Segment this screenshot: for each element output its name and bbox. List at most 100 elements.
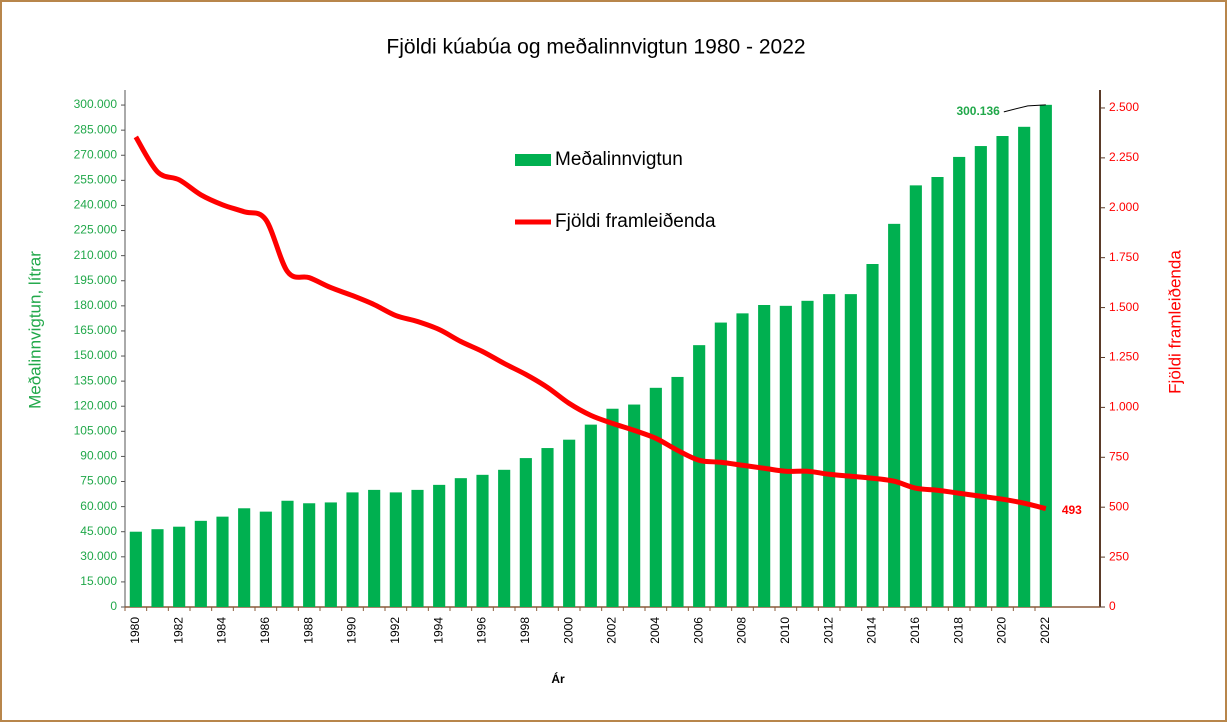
bar	[953, 156, 966, 607]
bar	[129, 531, 142, 607]
bar	[259, 511, 272, 607]
bar	[216, 516, 229, 607]
y-tick-label: 60.000	[80, 499, 117, 513]
y-tick-label: 15.000	[80, 574, 117, 588]
y-tick-label: 165.000	[74, 323, 118, 337]
y-tick-label: 75.000	[80, 474, 117, 488]
y-tick-label: 255.000	[74, 173, 118, 187]
bar	[433, 484, 446, 607]
bar	[779, 305, 792, 607]
y-tick-label: 285.000	[74, 122, 118, 136]
bar	[324, 502, 337, 607]
x-tick-label: 2004	[648, 617, 662, 644]
x-tick-label: 2020	[995, 617, 1009, 644]
bar	[173, 526, 186, 607]
x-tick-label: 1996	[475, 617, 489, 644]
data-label: 493	[1062, 503, 1082, 517]
bar	[606, 408, 619, 607]
y-tick-label: 90.000	[80, 449, 117, 463]
y-tick-label: 180.000	[74, 298, 118, 312]
x-tick-label: 2014	[865, 617, 879, 644]
y-tick-label: 270.000	[74, 147, 118, 161]
y-tick-label: 30.000	[80, 549, 117, 563]
bar	[1039, 104, 1052, 608]
y2-tick-label: 500	[1109, 499, 1129, 513]
legend-label: Fjöldi framleiðenda	[555, 211, 716, 232]
bar	[693, 345, 706, 607]
y2-tick-label: 750	[1109, 449, 1129, 463]
y2-tick-label: 2.000	[1109, 200, 1139, 214]
y2-tick-label: 1.500	[1109, 300, 1139, 314]
bar	[411, 489, 424, 607]
y2-tick-label: 2.500	[1109, 100, 1139, 114]
y2-tick-label: 0	[1109, 599, 1116, 613]
bar	[649, 387, 662, 607]
bar	[909, 185, 922, 607]
y-tick-label: 240.000	[74, 198, 118, 212]
y-tick-label: 150.000	[74, 348, 118, 362]
x-tick-label: 2016	[908, 617, 922, 644]
bar	[454, 478, 467, 607]
bar	[888, 223, 901, 607]
x-tick-label: 2010	[778, 617, 792, 644]
x-tick-label: 2022	[1038, 617, 1052, 644]
x-tick-label: 1984	[215, 617, 229, 644]
bar	[476, 474, 489, 607]
bar	[866, 264, 879, 607]
bar	[758, 304, 771, 607]
x-tick-label: 1986	[258, 617, 272, 644]
x-tick-label: 1980	[128, 617, 142, 644]
bar	[736, 313, 749, 607]
bar	[303, 503, 316, 607]
y2-tick-label: 1.750	[1109, 250, 1139, 264]
x-tick-label: 2008	[735, 617, 749, 644]
y-tick-label: 45.000	[80, 524, 117, 538]
bar	[389, 492, 402, 607]
chart-title: Fjöldi kúabúa og meðalinnvigtun 1980 - 2…	[386, 36, 805, 59]
bar	[1018, 126, 1031, 608]
bar	[844, 294, 857, 607]
bar	[974, 146, 987, 607]
bar	[628, 404, 641, 607]
x-tick-label: 1998	[518, 617, 532, 644]
y-tick-label: 135.000	[74, 373, 118, 387]
bar	[498, 469, 511, 607]
x-tick-label: 2012	[821, 617, 835, 644]
y2-tick-label: 250	[1109, 549, 1129, 563]
y-tick-label: 0	[110, 599, 117, 613]
y-tick-label: 105.000	[74, 423, 118, 437]
bar	[584, 424, 597, 607]
bar	[931, 177, 944, 607]
y-tick-label: 195.000	[74, 273, 118, 287]
x-tick-label: 2000	[561, 617, 575, 644]
y-tick-label: 300.000	[74, 97, 118, 111]
bar	[563, 439, 576, 607]
bar	[801, 300, 814, 607]
x-tick-label: 1988	[301, 617, 315, 644]
bar	[368, 489, 381, 607]
data-label: 300.136	[956, 104, 1000, 118]
x-tick-label: 1992	[388, 617, 402, 644]
bar	[996, 136, 1009, 607]
y-tick-label: 120.000	[74, 398, 118, 412]
y-axis-label: Meðalinnvigtun, lítrar	[25, 251, 44, 409]
y2-tick-label: 1.000	[1109, 400, 1139, 414]
y2-axis-label: Fjöldi framleiðenda	[1165, 250, 1184, 394]
legend-swatch	[515, 154, 551, 166]
x-axis-label: Ár	[551, 671, 565, 686]
bar	[151, 529, 164, 607]
label-leader	[1003, 104, 1046, 113]
x-tick-label: 2002	[605, 617, 619, 644]
y-tick-label: 225.000	[74, 223, 118, 237]
bar	[238, 508, 251, 607]
x-tick-label: 2006	[691, 617, 705, 644]
line	[133, 135, 1047, 512]
x-tick-label: 2018	[951, 617, 965, 644]
bar	[671, 376, 684, 607]
legend-label: Meðalinnvigtun	[555, 149, 683, 170]
bar	[346, 492, 359, 607]
y2-tick-label: 1.250	[1109, 350, 1139, 364]
bar	[281, 500, 294, 607]
